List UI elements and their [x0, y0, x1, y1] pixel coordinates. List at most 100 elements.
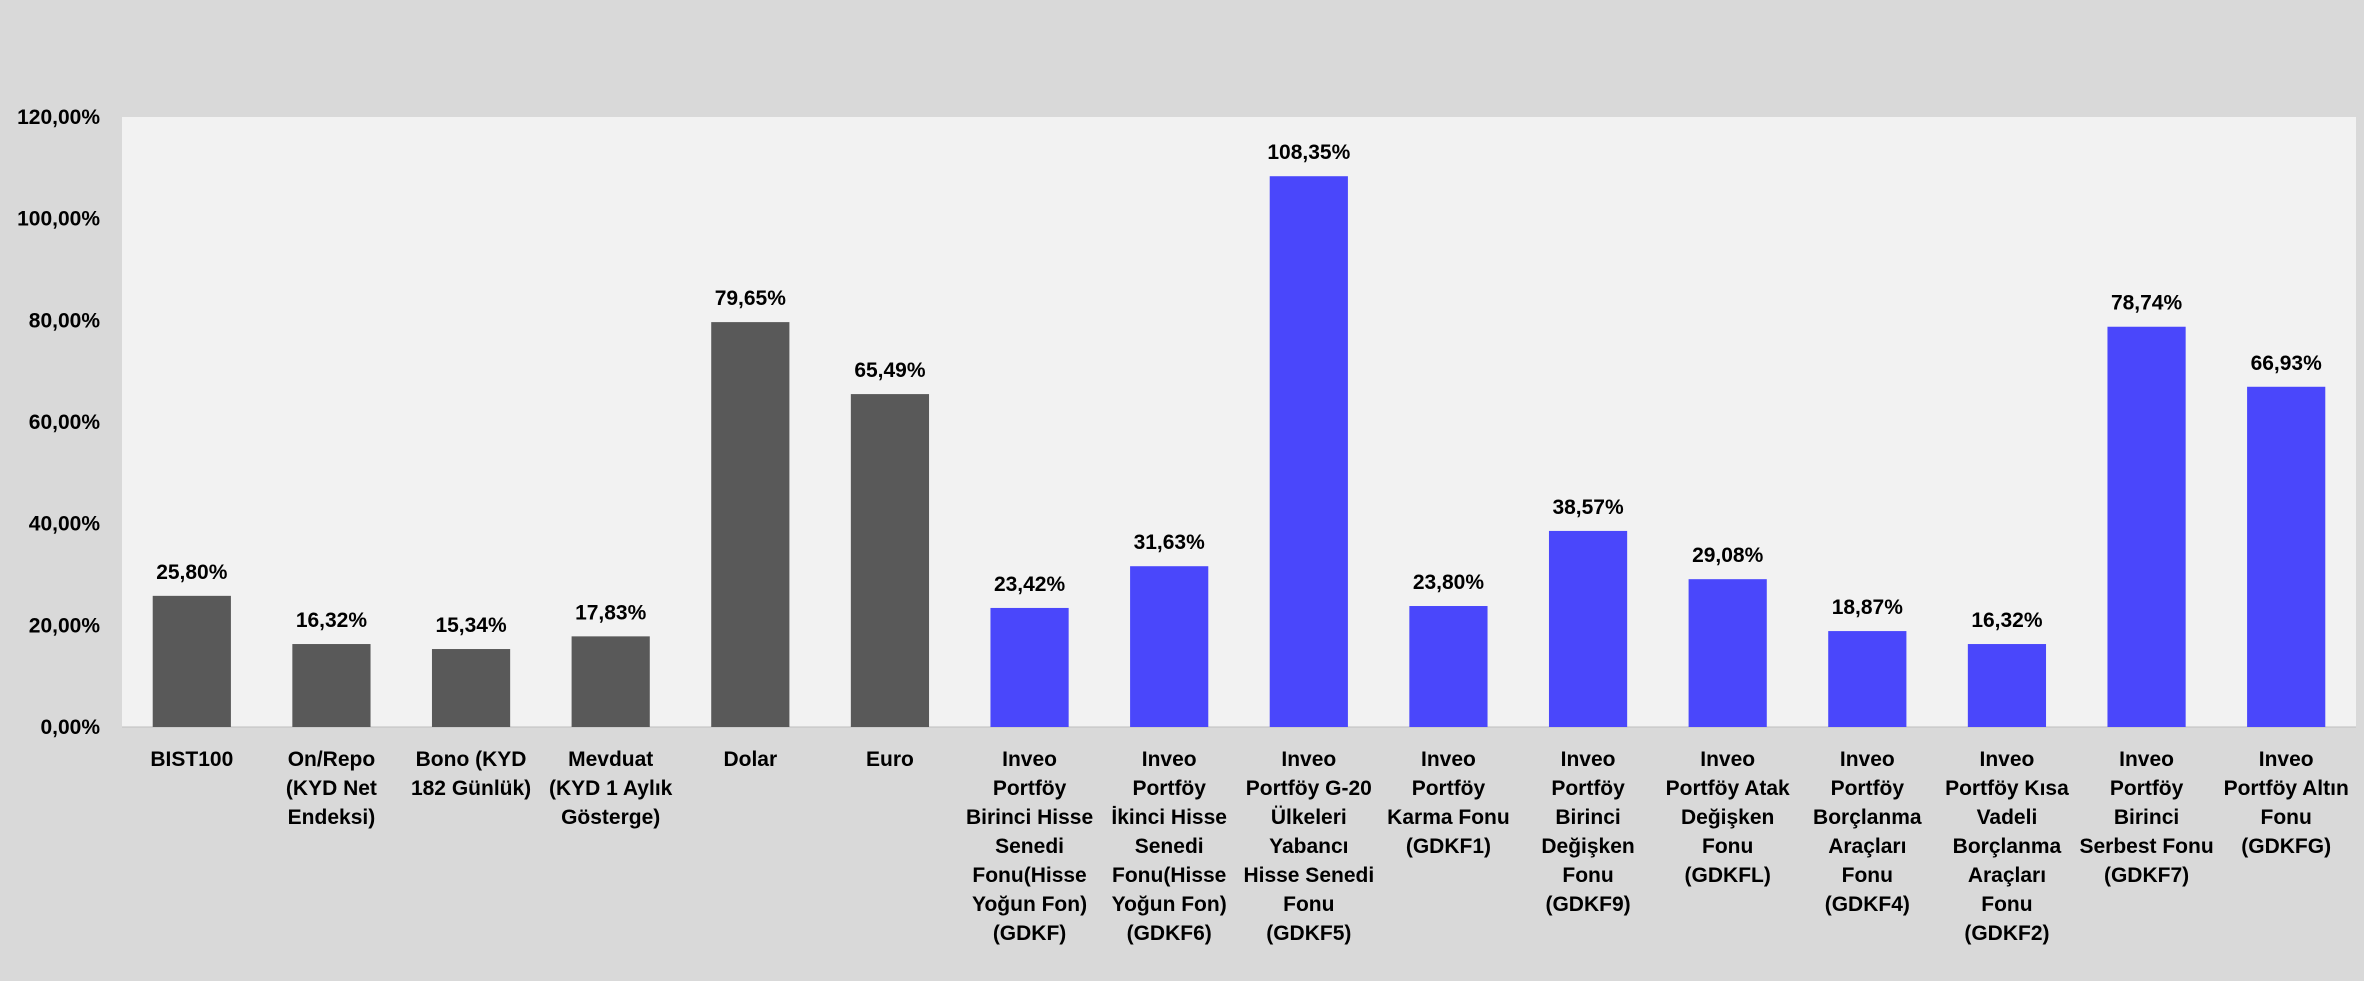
category-label-line: Inveo — [1980, 748, 2035, 771]
category-label-line: Inveo — [1700, 748, 1755, 771]
bar — [1967, 644, 2047, 727]
data-label: 108,35% — [1267, 141, 1350, 164]
category-label-line: (GDKF7) — [2104, 864, 2189, 887]
bar — [1130, 566, 1209, 727]
category-label: Dolar — [723, 748, 777, 771]
data-label: 18,87% — [1832, 596, 1904, 619]
data-label: 29,08% — [1692, 544, 1764, 567]
bar — [292, 644, 371, 727]
bar — [152, 595, 231, 727]
bar — [1409, 606, 1488, 727]
category-label-line: (GDKFG) — [2241, 835, 2331, 858]
data-label: 79,65% — [715, 287, 787, 310]
y-tick-label: 0,00% — [40, 716, 100, 739]
category-label-line: Mevduat — [568, 748, 653, 771]
bar — [1548, 530, 1628, 727]
category-label-line: Inveo — [1421, 748, 1476, 771]
category-label: Inveo Portföy Birinci Değişken Fonu (GDKF9) — [1541, 748, 1634, 916]
category-label-line: Portföy Atak — [1666, 777, 1790, 800]
bar — [2107, 326, 2186, 727]
category-label-line: Euro — [866, 748, 914, 771]
data-label: 16,32% — [296, 609, 368, 632]
category-label-line: Araçları — [1828, 835, 1906, 858]
data-label: 17,83% — [575, 601, 647, 624]
category-label-line: Karma Fonu — [1387, 806, 1510, 829]
data-label: 66,93% — [2251, 352, 2323, 375]
category-label-line: Yoğun Fon) — [1112, 893, 1227, 916]
y-tick-label: 120,00% — [17, 106, 100, 129]
bar — [1828, 631, 1907, 727]
category-label-line: (GDKF4) — [1825, 893, 1910, 916]
category-label-line: (KYD 1 Aylık — [549, 777, 673, 800]
category-label: Inveo Portföy Altın Fonu (GDKFG) — [2224, 748, 2349, 858]
bars — [152, 176, 2326, 728]
category-label-line: (GDKF6) — [1127, 922, 1212, 945]
category-label-line: Değişken — [1681, 806, 1774, 829]
category-label-line: Inveo — [2259, 748, 2314, 771]
category-label-line: Inveo — [1142, 748, 1197, 771]
category-label-line: Birinci — [2114, 806, 2179, 829]
category-label-line: Fonu — [1283, 893, 1334, 916]
data-label: 65,49% — [854, 359, 926, 382]
y-tick-label: 60,00% — [29, 411, 101, 434]
category-label-line: Fonu — [1842, 864, 1893, 887]
category-label-line: Endeksi) — [288, 806, 376, 829]
bar — [1688, 579, 1767, 727]
category-label-line: Inveo — [2119, 748, 2174, 771]
category-label-line: (GDKF) — [993, 922, 1066, 945]
category-label: Inveo Portföy Borçlanma Araçları Fonu (GDKF4) — [1813, 748, 1922, 916]
category-label-line: Inveo — [1561, 748, 1616, 771]
category-label: Inveo Portföy Karma Fonu (GDKF1) — [1387, 748, 1510, 858]
category-label-line: Ülkeleri — [1271, 806, 1347, 829]
category-label-line: Vadeli — [1977, 806, 2038, 829]
category-label: Mevduat (KYD 1 Aylık Gösterge) — [549, 748, 673, 829]
bar — [431, 649, 511, 727]
category-label-line: Birinci — [1555, 806, 1620, 829]
category-label-line: Senedi — [1135, 835, 1204, 858]
data-label: 38,57% — [1552, 496, 1624, 519]
category-label: Inveo Portföy Kısa Vadeli Borçlanma Araçları… — [1945, 748, 2069, 945]
category-label: Inveo Portföy İkinci Hisse Senedi Fonu(Hisse… — [1111, 748, 1227, 945]
category-label-line: Inveo — [1002, 748, 1057, 771]
category-label-line: Portföy — [1551, 777, 1625, 800]
category-label-line: Portföy — [1831, 777, 1905, 800]
category-label-line: Fonu(Hisse — [1112, 864, 1226, 887]
category-label: Inveo Portföy G-20 Ülkeleri Yabancı Hisse Se… — [1243, 748, 1374, 945]
category-label-line: BIST100 — [150, 748, 233, 771]
bar — [711, 322, 790, 727]
category-label-line: Inveo — [1281, 748, 1336, 771]
data-label: 25,80% — [156, 561, 228, 584]
category-label: Inveo Portföy Atak Değişken Fonu (GDKFL) — [1666, 748, 1790, 887]
category-label-line: Portföy Altın — [2224, 777, 2349, 800]
category-label: Bono (KYD 182 Günlük) — [411, 748, 531, 800]
data-label: 23,80% — [1413, 571, 1485, 594]
category-label-line: Fonu — [1702, 835, 1753, 858]
category-label-line: Yoğun Fon) — [972, 893, 1087, 916]
category-label-line: Birinci Hisse — [966, 806, 1093, 829]
category-label-line: (GDKF1) — [1406, 835, 1491, 858]
category-label-line: Portföy — [1132, 777, 1206, 800]
category-label-line: Portföy G-20 — [1246, 777, 1372, 800]
category-label-line: (GDKF2) — [1964, 922, 2049, 945]
category-label-line: Portföy Kısa — [1945, 777, 2069, 800]
category-label-line: (KYD Net — [286, 777, 377, 800]
category-label-line: Serbest Fonu — [2079, 835, 2213, 858]
category-label-line: 182 Günlük) — [411, 777, 531, 800]
category-label-line: On/Repo — [288, 748, 376, 771]
value-labels: 25,80% 16,32% 15,34% 17,83% 79,65% 65,49% 23,4… — [156, 141, 2322, 637]
category-label-line: Dolar — [723, 748, 777, 771]
data-label: 16,32% — [1971, 609, 2043, 632]
category-label-line: (GDKF9) — [1545, 893, 1630, 916]
category-label-line: Inveo — [1840, 748, 1895, 771]
category-label-line: Araçları — [1968, 864, 2046, 887]
category-label-line: Fonu — [1981, 893, 2032, 916]
data-label: 15,34% — [435, 614, 507, 637]
category-label-line: Değişken — [1541, 835, 1634, 858]
category-label-line: Gösterge) — [561, 806, 660, 829]
category-label: BIST100 — [150, 748, 233, 771]
category-label-line: Portföy — [993, 777, 1067, 800]
y-tick-label: 20,00% — [29, 614, 101, 637]
y-tick-label: 100,00% — [17, 208, 100, 231]
bar — [571, 636, 650, 727]
